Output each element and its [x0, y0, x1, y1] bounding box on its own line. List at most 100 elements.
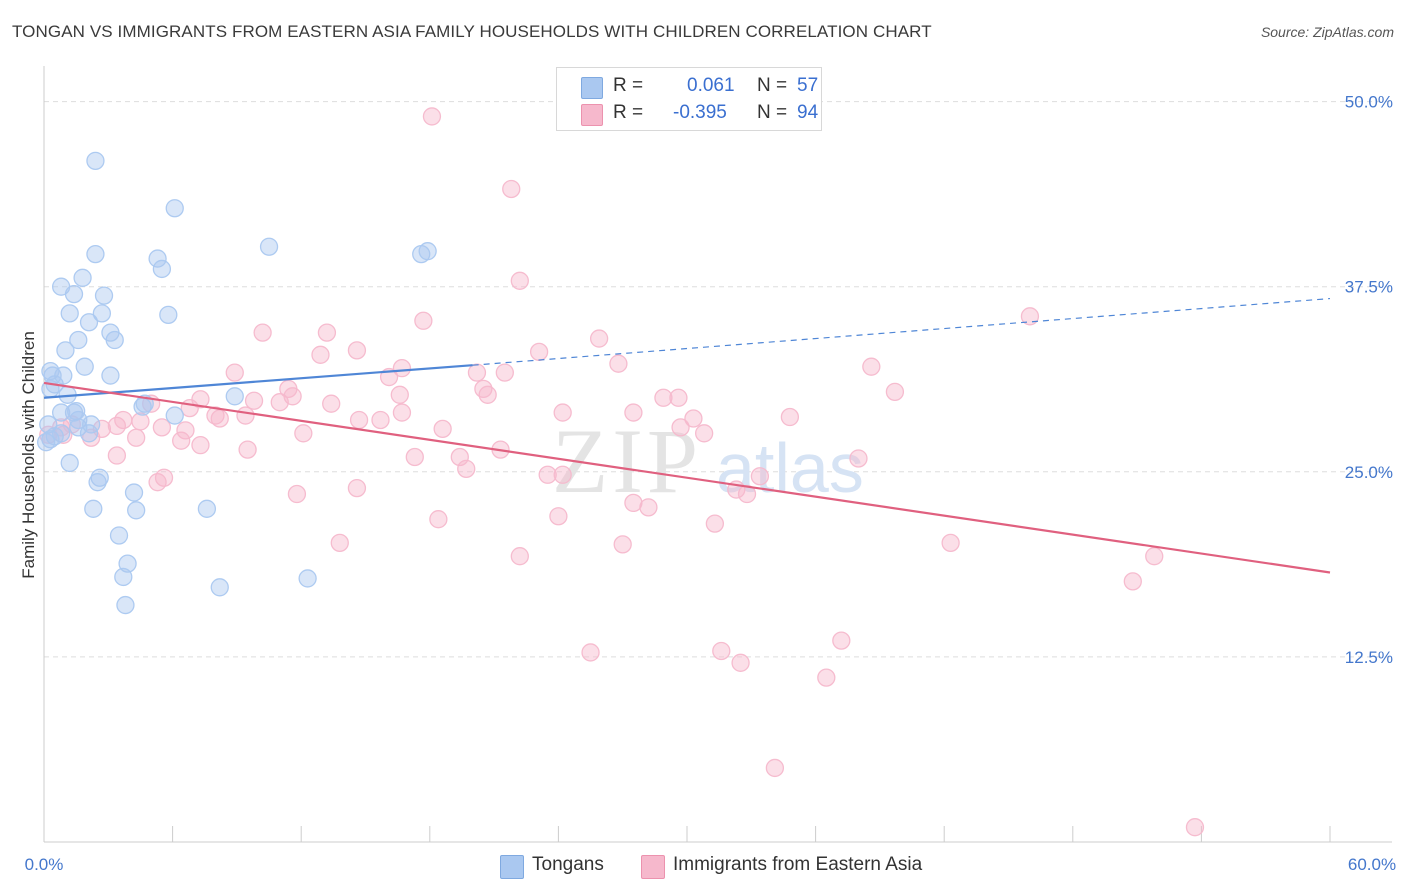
- immigrants-point: [538, 465, 557, 484]
- immigrants-point: [478, 385, 497, 404]
- stats-box: R = 0.061 N = 57 R = -0.395 N = 94: [556, 67, 822, 131]
- immigrants-n-label: N =: [757, 102, 788, 123]
- immigrants-point: [422, 107, 442, 126]
- tongans-point: [56, 341, 75, 360]
- immigrants-point: [176, 421, 195, 440]
- immigrants-point: [405, 447, 424, 467]
- tongans-point: [51, 403, 71, 422]
- immigrants-point: [270, 393, 289, 412]
- immigrants-point: [624, 493, 643, 513]
- immigrants-point: [349, 410, 369, 430]
- immigrants-point: [172, 431, 191, 450]
- immigrants-point: [390, 385, 409, 404]
- tongans-trend-extension: [472, 297, 1331, 366]
- immigrants-point: [510, 271, 529, 290]
- immigrants-point: [371, 410, 390, 430]
- immigrants-point: [581, 643, 600, 662]
- tongans-point: [101, 366, 120, 385]
- immigrants-point: [549, 507, 568, 526]
- tongans-point: [36, 433, 56, 452]
- immigrants-point: [191, 436, 210, 455]
- immigrants-point: [817, 668, 836, 687]
- tongans-point: [60, 304, 79, 323]
- tongans-r-label: R =: [613, 75, 644, 96]
- immigrants-point: [287, 484, 307, 504]
- immigrants-point: [941, 533, 960, 553]
- immigrants-point: [589, 329, 609, 348]
- tongans-point: [259, 237, 279, 256]
- tongans-point: [88, 473, 107, 492]
- immigrants-point: [885, 382, 905, 401]
- tongans-point: [86, 151, 105, 170]
- tongans-point: [94, 286, 114, 305]
- immigrants-point: [244, 391, 264, 410]
- x-tick-labels: 0.0% 60.0%: [25, 855, 1396, 874]
- immigrants-point: [510, 547, 529, 566]
- immigrants-point: [433, 419, 452, 439]
- immigrants-point: [127, 428, 146, 447]
- y-tick-label: 37.5%: [1345, 278, 1393, 297]
- tongans-point: [225, 387, 244, 406]
- immigrants-point: [1185, 818, 1205, 837]
- immigrants-point: [731, 653, 750, 672]
- tongans-point: [92, 304, 112, 323]
- grid-lines: [44, 101, 1392, 658]
- legend-label-tongans: Tongans: [532, 854, 604, 875]
- tongans-point: [60, 453, 79, 473]
- immigrants-point: [330, 533, 349, 553]
- chart-title: TONGAN VS IMMIGRANTS FROM EASTERN ASIA F…: [12, 22, 932, 41]
- y-tick-label: 50.0%: [1345, 93, 1393, 112]
- immigrants-point: [849, 449, 868, 468]
- immigrants-point: [347, 341, 367, 360]
- immigrants-point: [107, 446, 127, 465]
- tongans-point: [86, 244, 105, 264]
- immigrants-point: [669, 388, 688, 407]
- tongans-point: [69, 330, 88, 350]
- tongans-point: [73, 268, 92, 287]
- tongans-point: [148, 249, 167, 268]
- tongans-point: [124, 483, 144, 502]
- x-tick-label-min: 0.0%: [25, 855, 64, 874]
- legend-swatch-immigrants: [641, 855, 665, 879]
- immigrants-trend-line: [43, 381, 1331, 574]
- tongans-point: [105, 330, 124, 350]
- y-axis-label: Family Households with Children: [19, 331, 38, 579]
- legend-label-immigrants: Immigrants from Eastern Asia: [673, 854, 923, 875]
- tongans-point: [64, 284, 84, 304]
- immigrants-point: [1123, 572, 1142, 591]
- tongans-point: [165, 199, 184, 218]
- tongans-point: [298, 569, 317, 588]
- tongans-point: [210, 578, 229, 597]
- immigrants-point: [765, 758, 785, 778]
- immigrants-point: [429, 510, 448, 529]
- tongans-r-value: 0.061: [687, 75, 735, 96]
- immigrants-point: [317, 323, 337, 342]
- immigrants-point: [553, 403, 572, 422]
- immigrants-point: [148, 473, 167, 492]
- tongans-n-value: 57: [797, 75, 819, 96]
- tongans-point: [79, 424, 99, 443]
- immigrants-point: [780, 407, 800, 427]
- tongans-point: [197, 499, 217, 518]
- immigrants-point: [236, 406, 255, 425]
- immigrants-point: [294, 424, 313, 443]
- immigrants-point: [832, 631, 851, 650]
- immigrants-point: [414, 311, 433, 330]
- source-credit: Source: ZipAtlas.com: [1260, 24, 1394, 40]
- immigrants-points: [39, 107, 1205, 837]
- immigrants-point: [210, 409, 229, 428]
- tongans-n-label: N =: [757, 75, 788, 96]
- immigrants-point: [495, 363, 514, 382]
- immigrants-point: [392, 359, 412, 378]
- immigrants-point: [347, 478, 367, 498]
- tongans-trend-line: [43, 364, 473, 399]
- immigrants-point: [694, 424, 714, 443]
- tongans-point: [127, 501, 146, 520]
- immigrants-point: [322, 394, 341, 413]
- tongans-point: [75, 357, 94, 376]
- tongans-point: [165, 406, 184, 425]
- immigrants-point: [392, 403, 412, 422]
- tongans-swatch: [581, 77, 603, 99]
- tongans-point: [79, 313, 99, 332]
- immigrants-r-label: R =: [613, 102, 644, 123]
